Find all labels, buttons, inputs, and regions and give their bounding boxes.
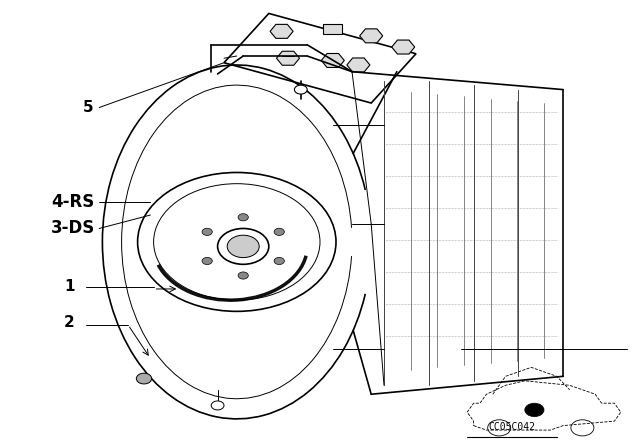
Bar [323, 24, 342, 34]
Text: 5: 5 [83, 100, 94, 115]
Circle shape [136, 373, 152, 384]
Text: 3-DS: 3-DS [51, 220, 95, 237]
Polygon shape [321, 53, 344, 68]
Circle shape [238, 272, 248, 279]
Circle shape [525, 403, 544, 417]
Text: 1: 1 [64, 279, 74, 294]
Circle shape [211, 401, 224, 410]
Polygon shape [276, 51, 300, 65]
Circle shape [227, 235, 259, 258]
Polygon shape [347, 58, 370, 72]
Polygon shape [270, 24, 293, 39]
Polygon shape [392, 40, 415, 54]
Circle shape [274, 228, 284, 236]
Circle shape [294, 85, 307, 94]
Text: 4-RS: 4-RS [51, 193, 95, 211]
Text: 2: 2 [64, 315, 75, 330]
Polygon shape [360, 29, 383, 43]
Circle shape [238, 214, 248, 221]
Circle shape [202, 228, 212, 236]
Circle shape [274, 257, 284, 264]
Text: CC05C042: CC05C042 [488, 422, 536, 432]
Circle shape [202, 257, 212, 264]
